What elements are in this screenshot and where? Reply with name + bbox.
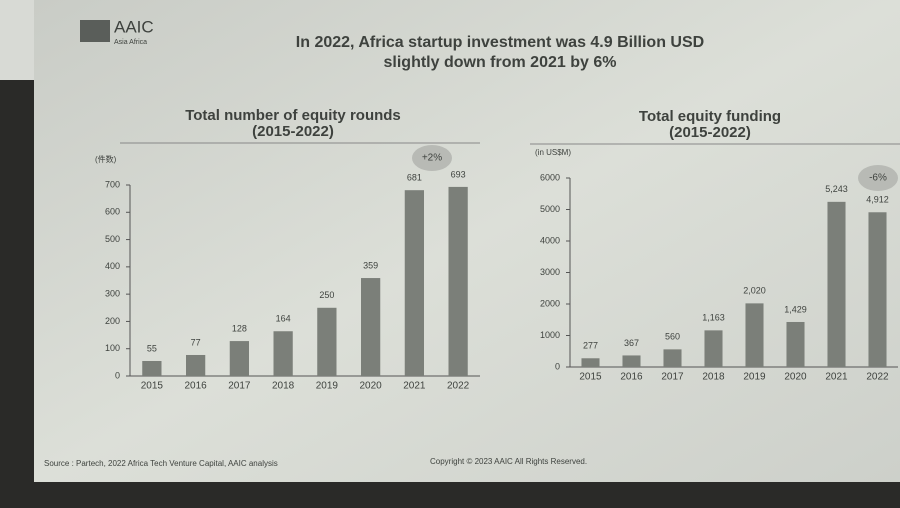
x-tick-label: 2018 [702,372,725,383]
bar [404,190,424,376]
x-tick-label: 2016 [185,381,208,392]
y-axis-label: (in US$M) [535,148,571,157]
slide-subtitle: slightly down from 2021 by 6% [384,54,617,71]
bar [581,358,600,367]
edge [0,0,34,80]
x-tick-label: 2022 [447,381,470,392]
annotation-bubble [412,145,452,171]
value-label: 681 [407,173,422,183]
bar [704,330,723,367]
annotation: +2% [422,153,442,164]
y-tick-label: 100 [105,343,120,353]
bar [663,349,682,367]
y-tick-label: 4000 [540,235,560,245]
chart-title: Total number of equity rounds [185,107,401,124]
bar [273,331,293,376]
value-label: 5,243 [825,184,848,194]
x-tick-label: 2022 [866,372,889,383]
value-label: 128 [232,323,247,333]
value-label: 77 [191,337,201,347]
x-tick-label: 2017 [661,372,684,383]
x-tick-label: 2015 [579,372,602,383]
annotation: -6% [869,173,887,184]
y-tick-label: 6000 [540,172,560,182]
x-tick-label: 2020 [360,381,383,392]
value-label: 1,429 [784,304,807,314]
x-tick-label: 2015 [141,381,164,392]
y-tick-label: 5000 [540,204,560,214]
x-tick-label: 2021 [403,381,426,392]
x-tick-label: 2017 [228,381,251,392]
logo: AAIC [114,17,154,36]
annotation-bubble [858,165,898,191]
chart-title: Total equity funding [639,108,781,125]
y-tick-label: 3000 [540,267,560,277]
bar [868,212,887,367]
x-tick-label: 2019 [743,372,766,383]
y-tick-label: 600 [105,207,120,217]
y-tick-label: 0 [115,370,120,380]
x-tick-label: 2021 [825,372,848,383]
value-label: 55 [147,343,157,353]
value-label: 693 [451,169,466,179]
x-tick-label: 2018 [272,381,295,392]
bar [786,321,805,367]
y-tick-label: 2000 [540,298,560,308]
value-label: 1,163 [702,313,725,323]
bar [827,201,846,367]
value-label: 4,912 [866,195,889,205]
bar [622,355,641,367]
x-tick-label: 2019 [316,381,339,392]
value-label: 367 [624,338,639,348]
bar [229,341,249,376]
bar [317,307,337,376]
bar [448,186,468,376]
logo-sub: Asia Africa [114,39,147,46]
y-tick-label: 300 [105,289,120,299]
bar [142,360,162,376]
bar [361,278,381,376]
value-label: 359 [363,260,378,270]
value-label: 560 [665,332,680,342]
value-label: 277 [583,341,598,351]
x-tick-label: 2016 [620,372,643,383]
y-tick-label: 0 [555,361,560,371]
y-axis-label: (件数) [95,154,117,164]
y-tick-label: 200 [105,316,120,326]
bar [186,354,206,376]
y-tick-label: 700 [105,179,120,189]
slide-title: In 2022, Africa startup investment was 4… [296,34,704,51]
y-tick-label: 1000 [540,330,560,340]
source: Source : Partech, 2022 Africa Tech Ventu… [44,459,278,468]
y-tick-label: 500 [105,234,120,244]
bar [745,303,764,367]
x-tick-label: 2020 [784,372,807,383]
chart-subtitle: (2015-2022) [669,124,751,141]
value-label: 250 [319,290,334,300]
chart-subtitle: (2015-2022) [252,123,334,140]
logo-icon [80,20,110,42]
y-tick-label: 400 [105,261,120,271]
value-label: 164 [276,314,291,324]
value-label: 2,020 [743,286,766,296]
copyright: Copyright © 2023 AAIC All Rights Reserve… [430,457,587,466]
